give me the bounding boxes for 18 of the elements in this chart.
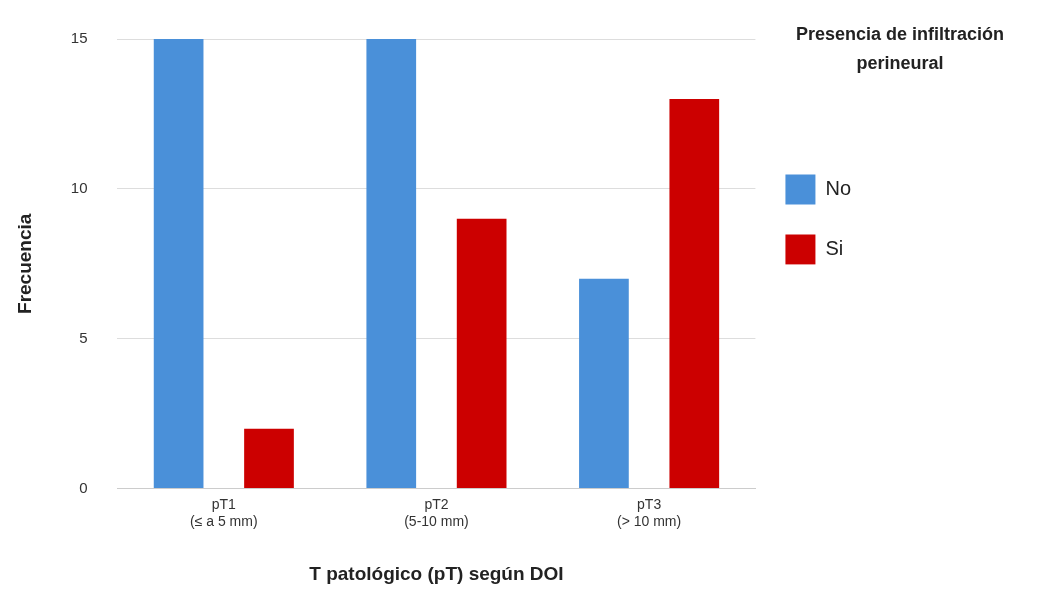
y-axis-title: Frecuencia bbox=[13, 213, 35, 314]
x-tick-label: pT3 (> 10 mm) bbox=[617, 495, 682, 529]
legend-label: Si bbox=[825, 236, 844, 259]
bar bbox=[366, 39, 417, 489]
bar bbox=[153, 39, 204, 489]
y-tick-label: 5 bbox=[79, 328, 88, 346]
x-tick-label: pT1 (≤ a 5 mm) bbox=[190, 495, 258, 529]
bar bbox=[669, 98, 720, 489]
bar bbox=[456, 218, 507, 489]
legend-title: Presencia de infiltración perineural bbox=[794, 23, 1006, 75]
x-tick-label: pT2 (5-10 mm) bbox=[404, 495, 469, 529]
y-tick-label: 10 bbox=[70, 179, 88, 197]
y-tick-label: 0 bbox=[79, 478, 88, 496]
legend-label: No bbox=[825, 176, 852, 199]
bar bbox=[579, 278, 629, 489]
y-tick-label: 15 bbox=[70, 29, 88, 47]
bar bbox=[244, 428, 294, 489]
x-axis-title: T patológico (pT) según DOI bbox=[309, 562, 564, 584]
